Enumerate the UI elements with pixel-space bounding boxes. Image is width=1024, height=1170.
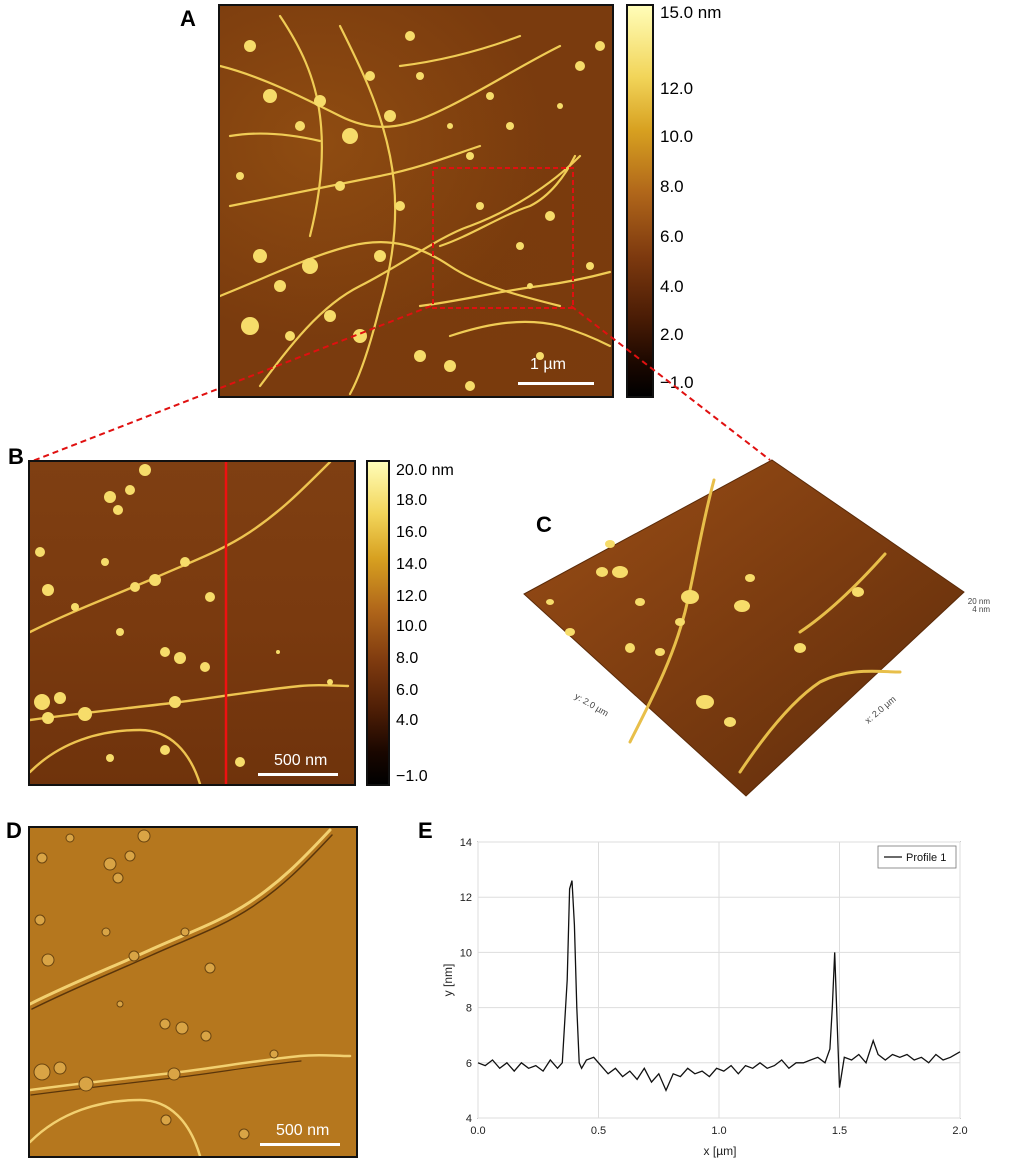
panel-b-colorbar-tick: −1.0	[396, 768, 428, 785]
panel-d-scale-bar	[260, 1143, 340, 1146]
series-line-profile-1	[477, 880, 961, 1093]
panel-a-scale-bar-label: 1 µm	[530, 356, 566, 373]
panel-a-afm-image: 1 µm	[218, 4, 614, 398]
panel-d-scale-bar-label: 500 nm	[276, 1122, 330, 1139]
y-tick-label: 8	[466, 1003, 472, 1015]
legend: Profile 1	[877, 845, 957, 869]
x-axis-label: x [µm]	[704, 1144, 737, 1158]
panel-b-scale-bar	[258, 773, 338, 776]
panel-b-colorbar-tick: 20.0 nm	[396, 462, 454, 479]
y-axis-label: y [nm]	[441, 964, 455, 997]
panel-c-label: C	[536, 512, 552, 537]
panel-c-y-axis-label: y: 2.0 µm	[573, 691, 610, 718]
panel-b-colorbar-tick: 4.0	[396, 712, 419, 729]
panel-b-fibers	[30, 462, 350, 784]
panel-c-z-label-bottom: 4 nm	[972, 605, 990, 614]
panel-b-scale-bar-label: 500 nm	[274, 752, 328, 769]
panel-b-colorbar-tick: 6.0	[396, 682, 419, 699]
panel-e-label: E	[418, 818, 433, 843]
legend-box	[877, 845, 957, 869]
panel-b-colorbar-tick: 10.0	[396, 618, 428, 635]
panel-a-label: A	[180, 6, 196, 31]
panel-a-fibers	[220, 14, 612, 396]
x-tick-label: 1.5	[832, 1125, 847, 1137]
panel-b-colorbar-tick: 18.0	[396, 492, 428, 509]
y-tick-label: 14	[460, 837, 472, 849]
x-tick-label: 2.0	[952, 1125, 967, 1137]
panel-d-features	[30, 828, 352, 1156]
panel-a-colorbar-tick: −1.0	[660, 373, 694, 392]
zoom-box	[432, 167, 574, 309]
panel-c-x-axis-label: x: 2.0 µm	[863, 694, 898, 726]
panel-d-amplitude-image: 500 nm	[28, 826, 358, 1158]
y-tick-label: 12	[460, 892, 472, 904]
panel-a-colorbar-tick: 4.0	[660, 277, 684, 296]
panel-a-colorbar-tick: 12.0	[660, 79, 694, 98]
y-tick-label: 4	[466, 1113, 472, 1125]
panel-b-colorbar-tick: 12.0	[396, 588, 428, 605]
x-tick-label: 0.5	[591, 1125, 606, 1137]
legend-entry-profile-1: Profile 1	[906, 852, 946, 864]
panel-a-colorbar	[626, 4, 654, 398]
panel-a-scale-bar	[518, 382, 594, 385]
panel-b-colorbar-tick: 16.0	[396, 524, 428, 541]
panel-b-colorbar-tick: 8.0	[396, 650, 419, 667]
panel-d-label: D	[6, 818, 22, 843]
panel-c-z-label-top: 20 nm	[968, 597, 991, 606]
panel-a-colorbar-tick: 8.0	[660, 177, 684, 196]
panel-a-colorbar-tick: 10.0	[660, 127, 694, 146]
panel-a-colorbar-tick: 2.0	[660, 325, 684, 344]
panel-b-afm-image: 500 nm	[28, 460, 356, 786]
panel-b-label: B	[8, 444, 24, 469]
zoom-connectors	[29, 305, 771, 463]
x-tick-label: 1.0	[711, 1125, 726, 1137]
panel-b-colorbar-tick: 14.0	[396, 556, 428, 573]
panel-a-colorbar-tick: 15.0 nm	[660, 3, 722, 22]
panel-a-colorbar-tick: 6.0	[660, 227, 684, 246]
x-tick-label: 0.0	[470, 1125, 485, 1137]
panel-c-3d-surface: y: 2.0 µm x: 2.0 µm 20 nm 4 nm	[523, 459, 991, 797]
y-tick-label: 10	[460, 947, 472, 959]
panel-b-colorbar	[366, 460, 390, 786]
y-tick-label: 6	[466, 1058, 472, 1070]
panel-e-profile-chart: 0.0 0.5 1.0 1.5 2.0 4 6 8 10 12 14 Profile 1 x [µm…	[441, 837, 968, 1158]
